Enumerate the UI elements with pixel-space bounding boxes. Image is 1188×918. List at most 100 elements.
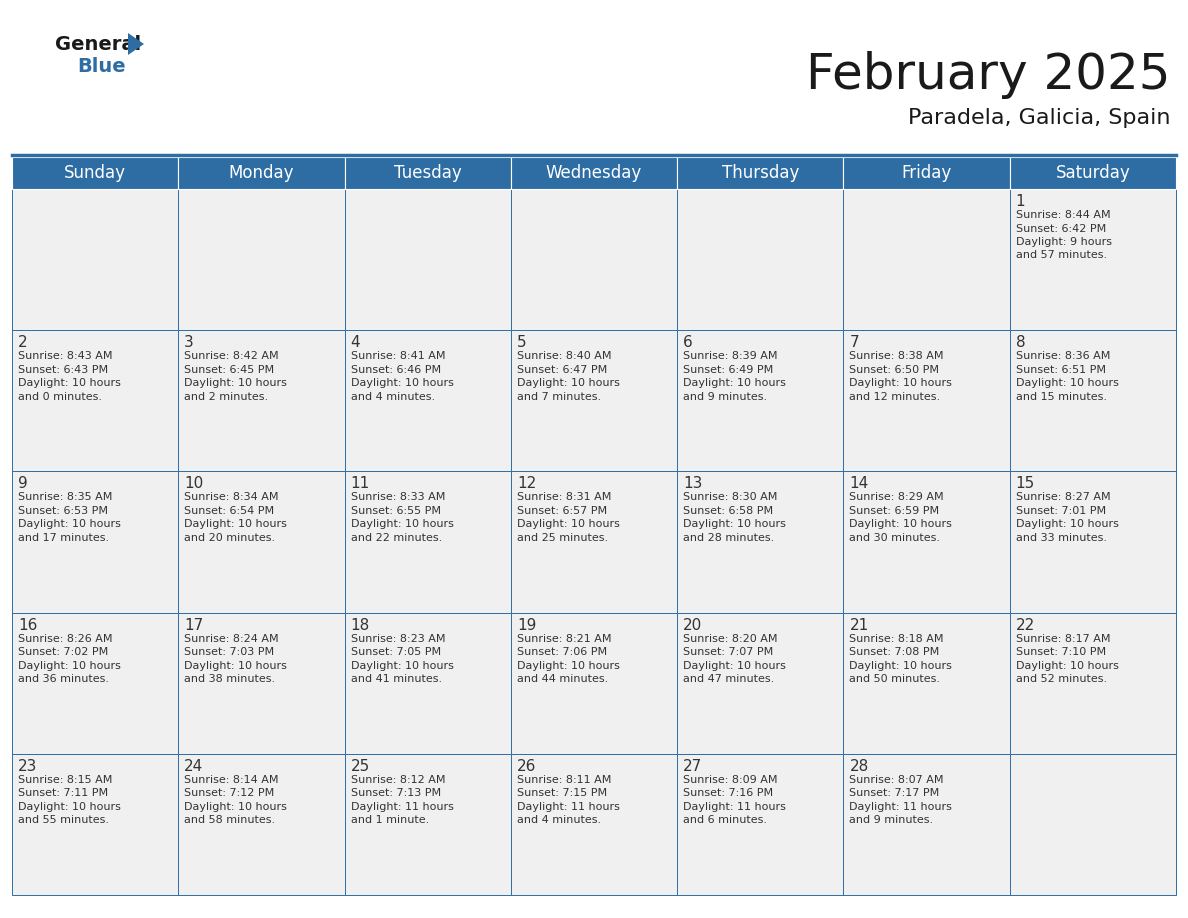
- Text: 18: 18: [350, 618, 369, 633]
- Text: 10: 10: [184, 476, 203, 491]
- Text: 22: 22: [1016, 618, 1035, 633]
- Text: Daylight: 10 hours: Daylight: 10 hours: [18, 661, 121, 671]
- Bar: [677, 612, 843, 754]
- Text: 28: 28: [849, 759, 868, 774]
- Text: Sunrise: 8:35 AM: Sunrise: 8:35 AM: [18, 492, 113, 502]
- Bar: [677, 472, 843, 612]
- Text: Sunrise: 8:30 AM: Sunrise: 8:30 AM: [683, 492, 777, 502]
- Text: Daylight: 10 hours: Daylight: 10 hours: [1016, 520, 1119, 530]
- Text: Sunrise: 8:18 AM: Sunrise: 8:18 AM: [849, 633, 944, 644]
- Text: and 52 minutes.: and 52 minutes.: [1016, 674, 1107, 684]
- Text: and 41 minutes.: and 41 minutes.: [350, 674, 442, 684]
- Text: Monday: Monday: [228, 164, 295, 182]
- Bar: [843, 612, 1010, 754]
- Text: and 7 minutes.: and 7 minutes.: [517, 392, 601, 402]
- Text: Sunrise: 8:07 AM: Sunrise: 8:07 AM: [849, 775, 944, 785]
- Bar: [677, 189, 843, 330]
- Bar: [511, 330, 677, 472]
- Text: Sunrise: 8:29 AM: Sunrise: 8:29 AM: [849, 492, 944, 502]
- Text: Daylight: 10 hours: Daylight: 10 hours: [849, 520, 953, 530]
- Text: Sunset: 7:07 PM: Sunset: 7:07 PM: [683, 647, 773, 657]
- Bar: [12, 612, 178, 754]
- Text: Sunset: 7:08 PM: Sunset: 7:08 PM: [849, 647, 940, 657]
- Text: Sunset: 7:17 PM: Sunset: 7:17 PM: [849, 789, 940, 799]
- Bar: [345, 754, 511, 895]
- Text: Daylight: 10 hours: Daylight: 10 hours: [350, 520, 454, 530]
- Bar: [12, 754, 178, 895]
- Bar: [345, 189, 511, 330]
- Text: Sunset: 6:59 PM: Sunset: 6:59 PM: [849, 506, 940, 516]
- Text: 19: 19: [517, 618, 536, 633]
- Text: Sunrise: 8:20 AM: Sunrise: 8:20 AM: [683, 633, 778, 644]
- Bar: [511, 189, 677, 330]
- Text: and 17 minutes.: and 17 minutes.: [18, 533, 109, 543]
- Text: Daylight: 10 hours: Daylight: 10 hours: [18, 801, 121, 812]
- Text: Sunset: 6:47 PM: Sunset: 6:47 PM: [517, 364, 607, 375]
- Text: Sunrise: 8:11 AM: Sunrise: 8:11 AM: [517, 775, 612, 785]
- Bar: [345, 157, 511, 189]
- Text: Sunrise: 8:40 AM: Sunrise: 8:40 AM: [517, 352, 612, 361]
- Text: and 28 minutes.: and 28 minutes.: [683, 533, 775, 543]
- Text: and 20 minutes.: and 20 minutes.: [184, 533, 276, 543]
- Bar: [843, 189, 1010, 330]
- Text: and 58 minutes.: and 58 minutes.: [184, 815, 276, 825]
- Text: Paradela, Galicia, Spain: Paradela, Galicia, Spain: [908, 108, 1170, 128]
- Text: 8: 8: [1016, 335, 1025, 350]
- Text: Sunset: 7:01 PM: Sunset: 7:01 PM: [1016, 506, 1106, 516]
- Text: Daylight: 11 hours: Daylight: 11 hours: [350, 801, 454, 812]
- Text: Sunrise: 8:12 AM: Sunrise: 8:12 AM: [350, 775, 446, 785]
- Text: and 4 minutes.: and 4 minutes.: [517, 815, 601, 825]
- Text: and 50 minutes.: and 50 minutes.: [849, 674, 941, 684]
- Text: 14: 14: [849, 476, 868, 491]
- Text: Sunset: 7:13 PM: Sunset: 7:13 PM: [350, 789, 441, 799]
- Bar: [12, 157, 178, 189]
- Text: Sunset: 6:58 PM: Sunset: 6:58 PM: [683, 506, 773, 516]
- Text: and 33 minutes.: and 33 minutes.: [1016, 533, 1107, 543]
- Text: 27: 27: [683, 759, 702, 774]
- Text: 13: 13: [683, 476, 702, 491]
- Text: 26: 26: [517, 759, 536, 774]
- Text: 23: 23: [18, 759, 37, 774]
- Text: 2: 2: [18, 335, 27, 350]
- Text: Sunrise: 8:09 AM: Sunrise: 8:09 AM: [683, 775, 778, 785]
- Text: Daylight: 10 hours: Daylight: 10 hours: [849, 378, 953, 388]
- Bar: [178, 330, 345, 472]
- Text: 20: 20: [683, 618, 702, 633]
- Text: Sunrise: 8:33 AM: Sunrise: 8:33 AM: [350, 492, 446, 502]
- Bar: [178, 472, 345, 612]
- Text: Sunset: 7:12 PM: Sunset: 7:12 PM: [184, 789, 274, 799]
- Bar: [178, 612, 345, 754]
- Text: Sunset: 6:55 PM: Sunset: 6:55 PM: [350, 506, 441, 516]
- Bar: [1010, 612, 1176, 754]
- Text: Sunset: 6:46 PM: Sunset: 6:46 PM: [350, 364, 441, 375]
- Text: Daylight: 10 hours: Daylight: 10 hours: [517, 520, 620, 530]
- Text: Daylight: 10 hours: Daylight: 10 hours: [184, 520, 287, 530]
- Text: Sunset: 7:15 PM: Sunset: 7:15 PM: [517, 789, 607, 799]
- Text: and 57 minutes.: and 57 minutes.: [1016, 251, 1107, 261]
- Text: 24: 24: [184, 759, 203, 774]
- Polygon shape: [128, 33, 144, 55]
- Text: Sunset: 7:06 PM: Sunset: 7:06 PM: [517, 647, 607, 657]
- Text: Daylight: 10 hours: Daylight: 10 hours: [1016, 378, 1119, 388]
- Bar: [843, 330, 1010, 472]
- Bar: [511, 612, 677, 754]
- Text: and 36 minutes.: and 36 minutes.: [18, 674, 109, 684]
- Text: Sunrise: 8:44 AM: Sunrise: 8:44 AM: [1016, 210, 1111, 220]
- Text: Daylight: 10 hours: Daylight: 10 hours: [18, 378, 121, 388]
- Text: Sunrise: 8:14 AM: Sunrise: 8:14 AM: [184, 775, 279, 785]
- Text: 25: 25: [350, 759, 369, 774]
- Text: Tuesday: Tuesday: [394, 164, 462, 182]
- Text: 11: 11: [350, 476, 369, 491]
- Text: Daylight: 10 hours: Daylight: 10 hours: [184, 378, 287, 388]
- Text: Sunset: 6:43 PM: Sunset: 6:43 PM: [18, 364, 108, 375]
- Text: and 9 minutes.: and 9 minutes.: [683, 392, 767, 402]
- Bar: [178, 189, 345, 330]
- Text: Thursday: Thursday: [721, 164, 800, 182]
- Text: and 47 minutes.: and 47 minutes.: [683, 674, 775, 684]
- Text: Sunset: 6:53 PM: Sunset: 6:53 PM: [18, 506, 108, 516]
- Text: Sunrise: 8:41 AM: Sunrise: 8:41 AM: [350, 352, 446, 361]
- Text: and 22 minutes.: and 22 minutes.: [350, 533, 442, 543]
- Text: Sunrise: 8:36 AM: Sunrise: 8:36 AM: [1016, 352, 1110, 361]
- Text: Sunrise: 8:17 AM: Sunrise: 8:17 AM: [1016, 633, 1111, 644]
- Text: and 15 minutes.: and 15 minutes.: [1016, 392, 1107, 402]
